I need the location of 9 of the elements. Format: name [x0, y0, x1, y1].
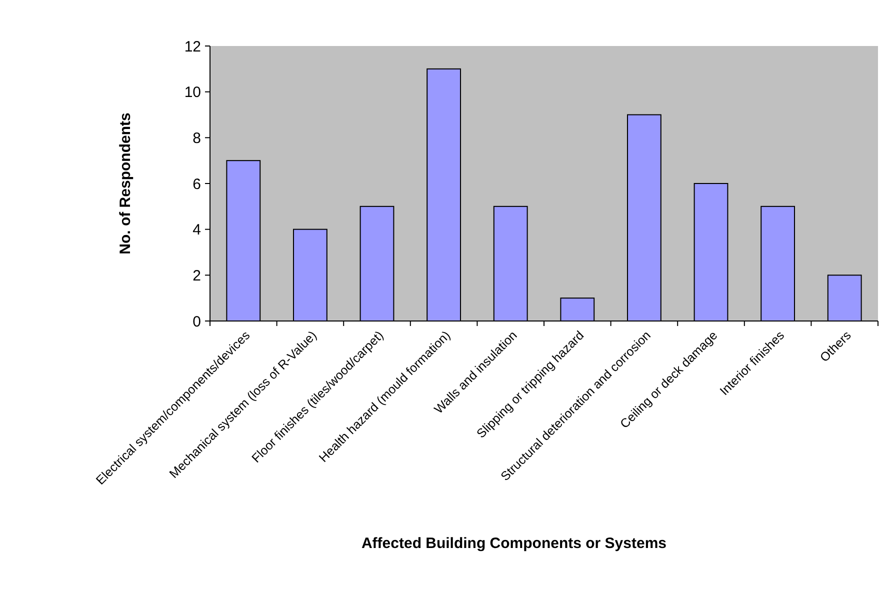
y-tick-label: 10 — [184, 84, 201, 102]
y-axis-title: No. of Respondents — [117, 112, 134, 254]
y-tick-label: 8 — [192, 130, 201, 147]
y-tick-label: 12 — [184, 38, 201, 56]
y-tick-label: 0 — [192, 313, 201, 330]
y-tick-label: 2 — [192, 267, 201, 284]
x-axis-title: Affected Building Components or Systems — [361, 535, 667, 552]
y-tick-label: 6 — [192, 176, 201, 193]
y-tick-label: 4 — [192, 222, 201, 239]
